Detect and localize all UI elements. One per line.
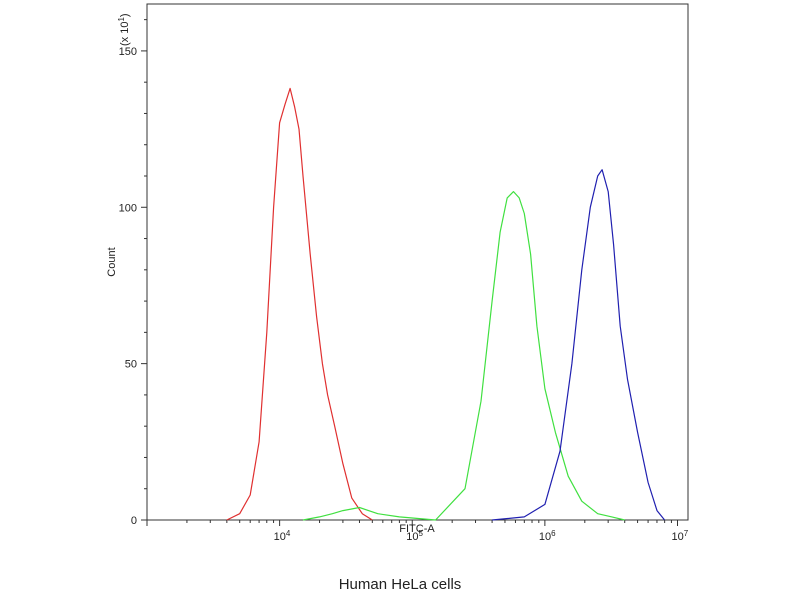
series-line-2: [302, 191, 625, 521]
x-axis-ticks: 104 105 106 107: [146, 520, 689, 543]
plot-frame: [146, 3, 689, 521]
chart-caption: Human HeLa cells: [338, 576, 462, 593]
series-line-3: [492, 169, 666, 521]
x-tick-label: 106: [539, 529, 556, 543]
y-axis-title: Count: [106, 247, 118, 276]
x-tick-label: 104: [274, 529, 291, 543]
histogram-chart: 104 105 106 107 0 50 100 150 FITC-A Count (x 1…: [106, 3, 689, 543]
y-tick-label: 150: [119, 46, 137, 58]
x-tick-label: 107: [671, 529, 688, 543]
y-tick-label: 0: [131, 515, 137, 527]
y-tick-label: 50: [125, 359, 137, 371]
y-axis-ticks: 0 50 100 150: [119, 19, 147, 527]
x-tick-label: 105: [406, 529, 423, 543]
series-layer: [226, 87, 666, 521]
x-axis-title: FITC-A: [399, 523, 435, 535]
y-tick-label: 100: [119, 202, 137, 214]
y-multiplier-label: (x 101): [117, 13, 131, 46]
series-line-1: [226, 87, 373, 521]
